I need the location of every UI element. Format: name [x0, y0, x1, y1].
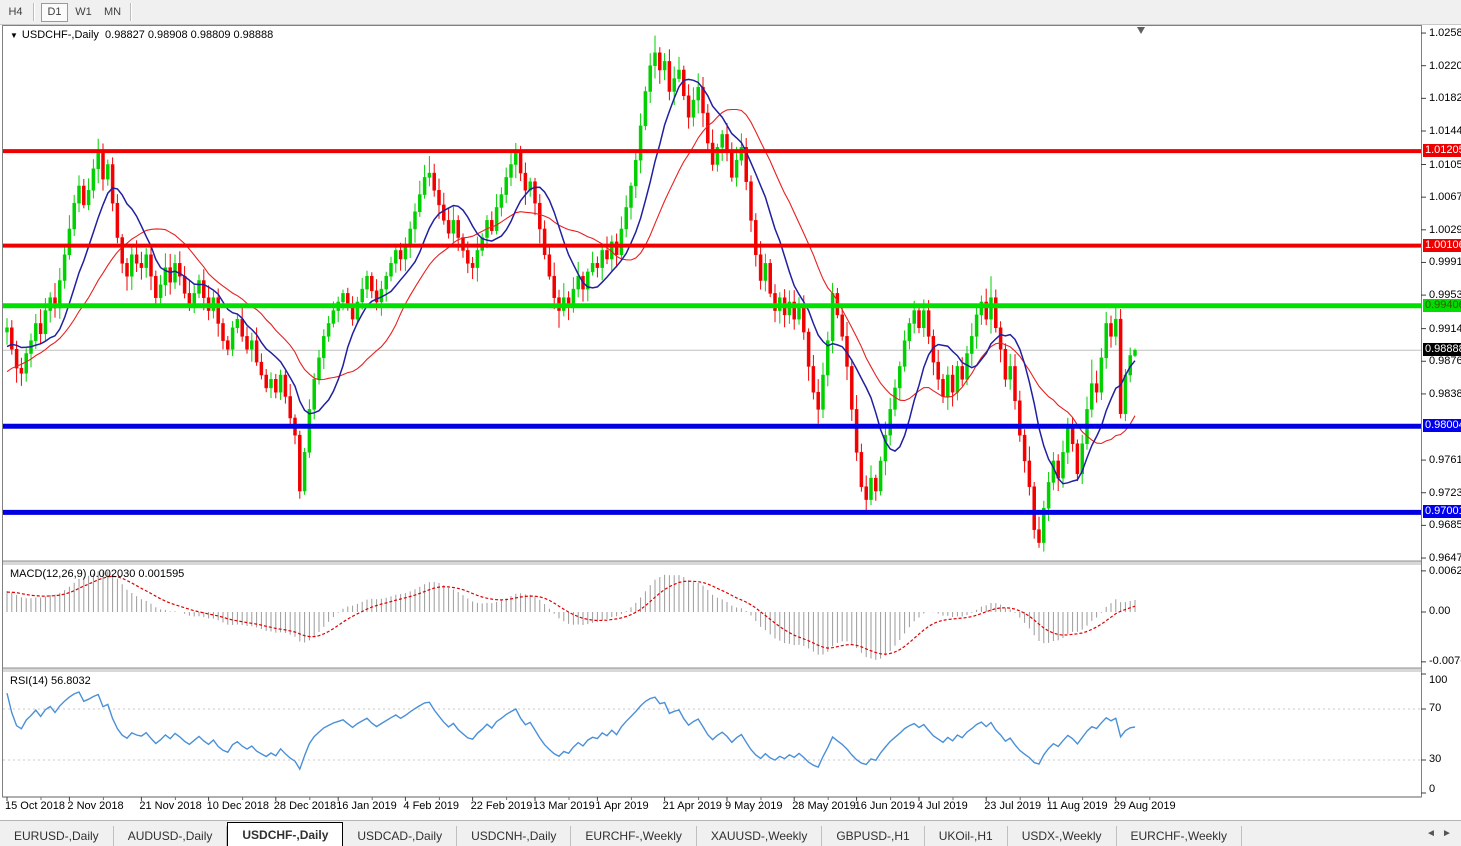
macd-axis-tick: 0.006286	[1429, 565, 1461, 577]
rsi-axis-tick: 70	[1429, 702, 1442, 714]
date-axis-label: 28 Dec 2018	[273, 800, 337, 812]
rsi-axis-tick: 100	[1429, 674, 1448, 686]
toolbar-separator	[33, 3, 35, 21]
chart-window[interactable]: ▼ USDCHF-,Daily 0.98827 0.98908 0.98809 0…	[2, 25, 1459, 817]
tab-usdcad-daily[interactable]: USDCAD-,Daily	[343, 826, 458, 846]
price-axis-tick: 1.01820	[1429, 92, 1461, 105]
timeframe-w1-button[interactable]: W1	[70, 2, 97, 22]
date-axis-label: 1 Apr 2019	[595, 800, 649, 812]
support-price-badge: 0.97001	[1423, 505, 1461, 519]
rsi-indicator-label: RSI(14) 56.8032	[10, 675, 91, 687]
tab-eurchf-weekly-2[interactable]: EURCHF-,Weekly	[1116, 826, 1242, 846]
tab-eurchf-weekly[interactable]: EURCHF-,Weekly	[571, 826, 697, 846]
tab-gbpusd-h1[interactable]: GBPUSD-,H1	[822, 826, 925, 846]
tab-eurusd-daily[interactable]: EURUSD-,Daily	[0, 826, 114, 846]
tab-scroll-left-icon[interactable]: ◄	[1426, 828, 1436, 839]
chart-title-row: ▼ USDCHF-,Daily 0.98827 0.98908 0.98809 0…	[10, 29, 273, 41]
price-axis-tick: 1.01440	[1429, 124, 1461, 137]
price-axis-tick: 1.02580	[1429, 27, 1461, 40]
tab-usdchf-daily[interactable]: USDCHF-,Daily	[227, 822, 344, 846]
date-axis-label: 13 Mar 2019	[533, 800, 595, 812]
support-price-badge: 0.99406	[1423, 298, 1461, 312]
date-axis-label: 10 Dec 2018	[206, 800, 269, 812]
timeframe-mn-button[interactable]: MN	[99, 2, 126, 22]
date-axis-label: 21 Apr 2019	[662, 800, 722, 812]
date-axis-label: 16 Jun 2019	[854, 800, 916, 812]
price-axis-tick: 1.01050	[1429, 158, 1461, 171]
date-axis-label: 9 May 2019	[725, 800, 783, 812]
date-axis-label: 28 May 2019	[792, 800, 856, 812]
macd-axis-tick: -0.00762	[1429, 655, 1461, 667]
resistance-price-badge: 1.00106	[1423, 238, 1461, 252]
date-axis-label: 4 Jul 2019	[917, 800, 968, 812]
date-axis-label: 29 Aug 2019	[1113, 800, 1176, 812]
current-price-badge: 0.98888	[1423, 343, 1461, 357]
toolbar-separator	[130, 3, 132, 21]
expand-arrow-icon[interactable]: ▼	[10, 31, 18, 40]
price-axis-tick: 1.00670	[1429, 191, 1461, 204]
date-axis-label: 16 Jan 2019	[336, 800, 397, 812]
price-axis-tick: 1.02200	[1429, 59, 1461, 72]
date-axis-label: 11 Aug 2019	[1046, 800, 1108, 812]
rsi-axis-tick: 0	[1429, 783, 1436, 795]
timeframe-toolbar: H4 D1 W1 MN	[0, 0, 1461, 25]
tab-xauusd-weekly[interactable]: XAUUSD-,Weekly	[696, 826, 823, 846]
rsi-axis-tick: 30	[1429, 753, 1442, 765]
date-axis-label: 2 Nov 2018	[67, 800, 124, 812]
resistance-price-badge: 1.01205	[1423, 144, 1461, 158]
price-axis-tick: 0.96470	[1429, 552, 1461, 565]
timeframe-h4-button[interactable]: H4	[2, 2, 29, 22]
date-axis-label: 23 Jul 2019	[984, 800, 1042, 812]
timeframe-d1-button[interactable]: D1	[41, 2, 68, 22]
support-price-badge: 0.98004	[1423, 419, 1461, 433]
date-axis-label: 22 Feb 2019	[470, 800, 533, 812]
tab-audusd-daily[interactable]: AUDUSD-,Daily	[113, 826, 228, 846]
chart-title: USDCHF-,Daily	[21, 29, 99, 41]
date-axis-label: 15 Oct 2018	[5, 800, 65, 812]
tab-scroll-right-icon[interactable]: ►	[1442, 828, 1452, 839]
macd-indicator-label: MACD(12,26,9) 0.002030 0.001595	[10, 568, 185, 580]
ohlc-readout: 0.98827 0.98908 0.98809 0.98888	[105, 29, 274, 41]
date-axis-label: 21 Nov 2018	[139, 800, 202, 812]
date-axis-label: 4 Feb 2019	[403, 800, 460, 812]
candlestick-plot[interactable]	[2, 25, 1459, 817]
symbol-tab-bar: EURUSD-,Daily AUDUSD-,Daily USDCHF-,Dail…	[0, 820, 1461, 846]
tab-ukoil-h1[interactable]: UKOil-,H1	[924, 826, 1008, 846]
macd-axis-tick: 0.00	[1429, 605, 1451, 617]
tab-usdx-weekly[interactable]: USDX-,Weekly	[1007, 826, 1117, 846]
tab-usdcnh-daily[interactable]: USDCNH-,Daily	[457, 826, 572, 846]
